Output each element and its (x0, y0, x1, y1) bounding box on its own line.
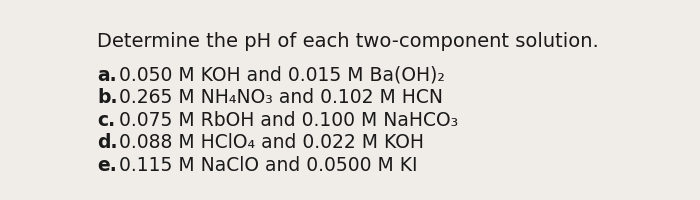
Text: 0.115 M NaClO and 0.0500 M KI: 0.115 M NaClO and 0.0500 M KI (119, 155, 417, 174)
Text: 0.075 M RbOH and 0.100 M NaHCO₃: 0.075 M RbOH and 0.100 M NaHCO₃ (119, 110, 458, 129)
Text: d.: d. (97, 133, 118, 151)
Text: 0.265 M NH₄NO₃ and 0.102 M HCN: 0.265 M NH₄NO₃ and 0.102 M HCN (119, 88, 443, 107)
Text: 0.088 M HClO₄ and 0.022 M KOH: 0.088 M HClO₄ and 0.022 M KOH (119, 133, 424, 151)
Text: 0.050 M KOH and 0.015 M Ba(OH)₂: 0.050 M KOH and 0.015 M Ba(OH)₂ (119, 66, 444, 84)
Text: c.: c. (97, 110, 116, 129)
Text: a.: a. (97, 66, 117, 84)
Text: b.: b. (97, 88, 118, 107)
Text: Determine the pH of each two-component solution.: Determine the pH of each two-component s… (97, 32, 599, 51)
Text: e.: e. (97, 155, 117, 174)
